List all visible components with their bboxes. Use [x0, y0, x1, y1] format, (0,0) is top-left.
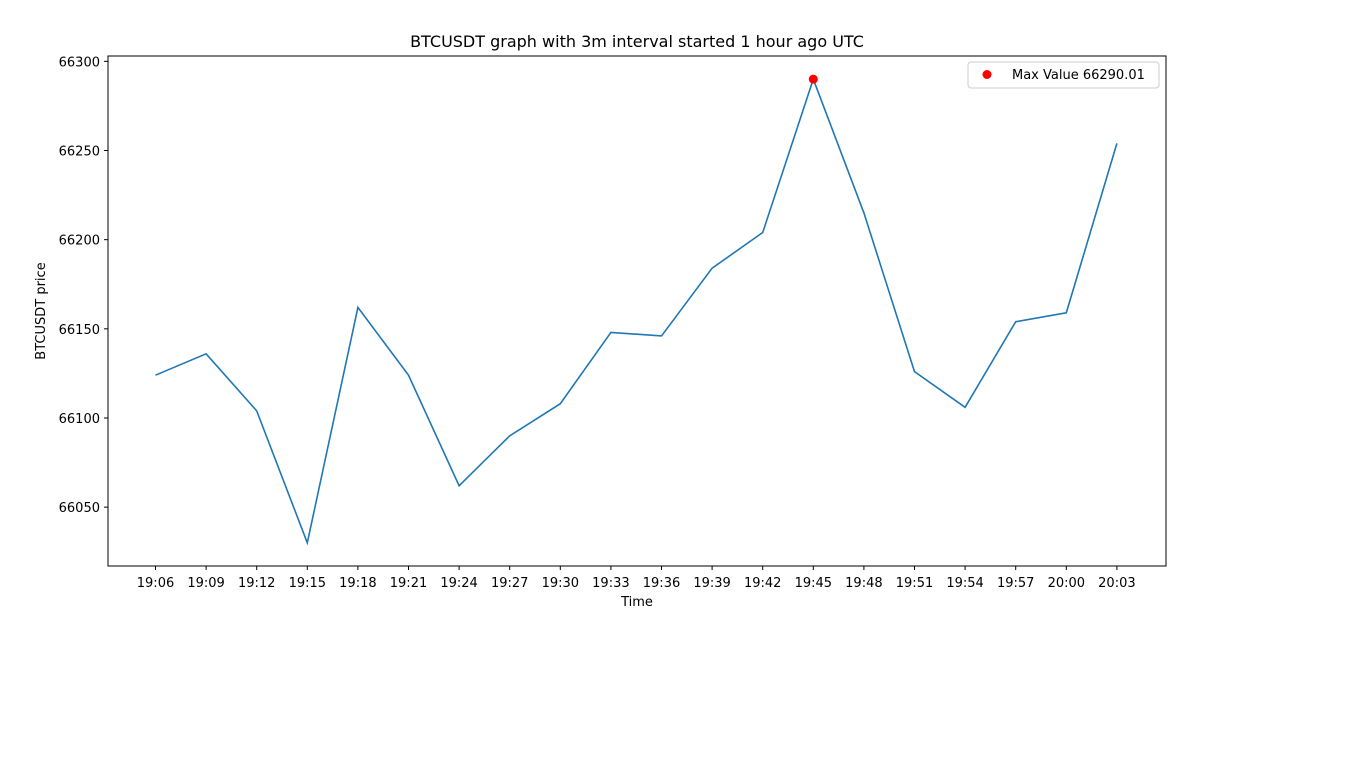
chart-title: BTCUSDT graph with 3m interval started 1… [410, 32, 864, 51]
y-tick-label: 66250 [59, 145, 100, 160]
x-tick-label: 19:48 [845, 576, 882, 591]
y-tick-label: 66200 [59, 234, 100, 249]
x-tick-label: 19:39 [693, 576, 730, 591]
x-tick-label: 19:18 [339, 576, 376, 591]
x-tick-label: 19:54 [946, 576, 983, 591]
x-tick-label: 19:57 [997, 576, 1034, 591]
plot-area [107, 55, 1167, 567]
x-tick-label: 19:24 [440, 576, 477, 591]
x-tick-label: 19:45 [795, 576, 832, 591]
y-tick-label: 66100 [59, 412, 100, 427]
y-axis-label: BTCUSDT price [34, 262, 49, 359]
x-tick-label: 19:33 [592, 576, 629, 591]
x-tick-label: 19:15 [289, 576, 326, 591]
x-tick-label: 19:42 [744, 576, 781, 591]
x-axis: 19:06 19:09 19:12 19:15 19:18 19:21 19:24 19:27… [137, 566, 1136, 591]
x-tick-label: 19:09 [187, 576, 224, 591]
legend-label: Max Value 66290.01 [1012, 68, 1145, 83]
x-tick-label: 19:12 [238, 576, 275, 591]
y-axis: 66050 66100 66150 66200 66250 66300 [59, 55, 108, 516]
x-tick-label: 19:30 [542, 576, 579, 591]
x-tick-label: 19:21 [390, 576, 427, 591]
legend-marker [982, 70, 992, 79]
y-tick-label: 66300 [59, 55, 100, 70]
x-axis-label: Time [620, 595, 653, 610]
max-value-point [808, 74, 818, 84]
x-tick-label: 20:03 [1098, 576, 1135, 591]
legend: Max Value 66290.01 [967, 61, 1160, 89]
y-tick-label: 66050 [59, 501, 100, 516]
x-tick-label: 19:06 [137, 576, 174, 591]
legend-box [967, 61, 1160, 89]
x-tick-label: 19:51 [896, 576, 933, 591]
price-line [155, 76, 1118, 546]
y-tick-label: 66150 [59, 323, 100, 338]
x-tick-label: 19:36 [643, 576, 680, 591]
x-tick-label: 19:27 [491, 576, 528, 591]
x-tick-label: 20:00 [1048, 576, 1085, 591]
